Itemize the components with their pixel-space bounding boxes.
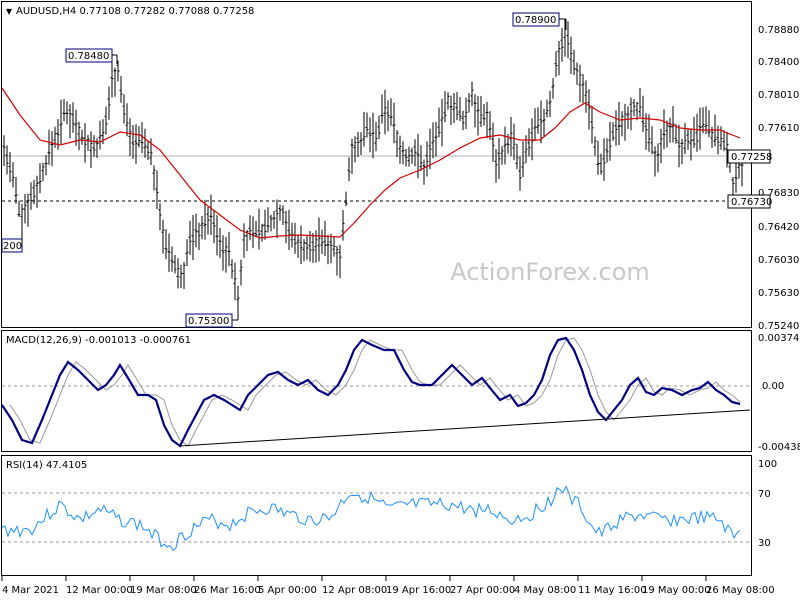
y-tick: 0.76420	[758, 222, 799, 233]
annotation-left: 200	[1, 225, 23, 253]
y-tick: 0.78400	[758, 57, 799, 68]
y-tick: 100	[758, 459, 777, 470]
x-tick-label: 19 May 00:00	[642, 585, 711, 596]
y-tick: 30	[758, 538, 771, 549]
y-tick: 70	[758, 489, 771, 500]
price-header: AUDUSD,H4 0.77108 0.77282 0.77088 0.7725…	[16, 6, 254, 17]
x-tick-label: 19 Apr 16:00	[386, 585, 451, 596]
svg-text:0.75300: 0.75300	[188, 316, 229, 327]
svg-text:200: 200	[3, 241, 22, 252]
y-tick: 0.78010	[758, 90, 799, 101]
macd-trendline	[179, 409, 751, 447]
y-tick: 0.003742	[758, 333, 800, 344]
y-tick: 0.77610	[758, 123, 799, 134]
last-price-badge: 0.77258	[727, 149, 772, 164]
svg-text:0.78900: 0.78900	[515, 15, 556, 26]
svg-text:0.77258: 0.77258	[731, 152, 772, 163]
x-tick-label: 12 Mar 00:00	[66, 585, 133, 596]
rsi-panel	[1, 455, 752, 576]
y-tick: 0.75240	[758, 321, 799, 332]
rsi-header: RSI(14) 47.4105	[6, 460, 87, 471]
support-level-badge: 0.76730	[727, 194, 772, 209]
x-tick-label: 4 Mar 2021	[2, 585, 59, 596]
svg-text:0.78480: 0.78480	[68, 51, 109, 62]
y-tick: -0.004389	[758, 442, 800, 453]
macd-signal-line	[9, 337, 741, 447]
rsi-y-axis: 100 70 30	[758, 459, 777, 549]
x-tick-label: 26 May 08:00	[706, 585, 775, 596]
watermark: ActionForex.com	[450, 258, 650, 286]
y-tick: 0.76830	[758, 188, 799, 199]
annotation-low: 0.75300	[185, 300, 239, 328]
annotation-high-2: 0.78900	[512, 12, 567, 30]
x-tick-label: 4 May 08:00	[514, 585, 576, 596]
rsi-line	[1, 485, 741, 552]
y-tick: 0.76030	[758, 255, 799, 266]
x-tick-label: 19 Mar 08:00	[130, 585, 197, 596]
annotation-high-1: 0.78480	[65, 48, 118, 64]
macd-line	[1, 336, 741, 448]
x-tick-label: 12 Apr 08:00	[322, 585, 387, 596]
y-tick: 0.75630	[758, 288, 799, 299]
price-bars	[2, 18, 744, 309]
moving-average-line	[1, 87, 741, 239]
y-tick: 0.00	[762, 381, 784, 392]
svg-text:0.76730: 0.76730	[731, 197, 772, 208]
x-tick-label: 27 Apr 00:00	[450, 585, 515, 596]
macd-header: MACD(12,26,9) -0.001013 -0.000761	[6, 335, 191, 346]
x-tick-label: 26 Mar 16:00	[194, 585, 261, 596]
price-y-axis: 0.78880 0.78400 0.78010 0.77610 0.76830 …	[758, 25, 799, 332]
price-panel-marker-icon: ▼	[6, 7, 13, 16]
x-tick-label: 11 May 16:00	[578, 585, 647, 596]
y-tick: 0.78880	[758, 25, 799, 36]
x-tick-label: 5 Apr 00:00	[258, 585, 317, 596]
macd-y-axis: 0.003742 0.00 -0.004389	[758, 333, 800, 453]
price-panel	[1, 1, 752, 328]
